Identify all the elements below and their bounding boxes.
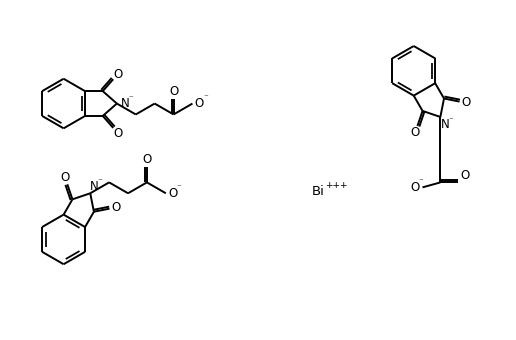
Text: O: O (113, 126, 122, 140)
Text: O: O (60, 171, 70, 184)
Text: +++: +++ (326, 181, 348, 190)
Text: O: O (111, 201, 121, 214)
Text: O: O (168, 187, 178, 200)
Text: O: O (142, 153, 152, 166)
Text: ⁻: ⁻ (448, 116, 453, 125)
Text: Bi: Bi (312, 185, 325, 198)
Text: N: N (90, 180, 99, 193)
Text: O: O (410, 181, 419, 194)
Text: ⁻: ⁻ (176, 183, 181, 192)
Text: ⁻: ⁻ (98, 177, 103, 186)
Text: N: N (441, 118, 449, 131)
Text: ⁻: ⁻ (418, 177, 423, 186)
Text: O: O (462, 97, 471, 109)
Text: O: O (195, 97, 204, 110)
Text: O: O (411, 126, 420, 139)
Text: N: N (120, 97, 129, 110)
Text: O: O (460, 169, 470, 182)
Text: O: O (169, 85, 178, 98)
Text: ⁻: ⁻ (203, 93, 208, 102)
Text: O: O (113, 68, 122, 81)
Text: ⁻: ⁻ (128, 94, 133, 103)
